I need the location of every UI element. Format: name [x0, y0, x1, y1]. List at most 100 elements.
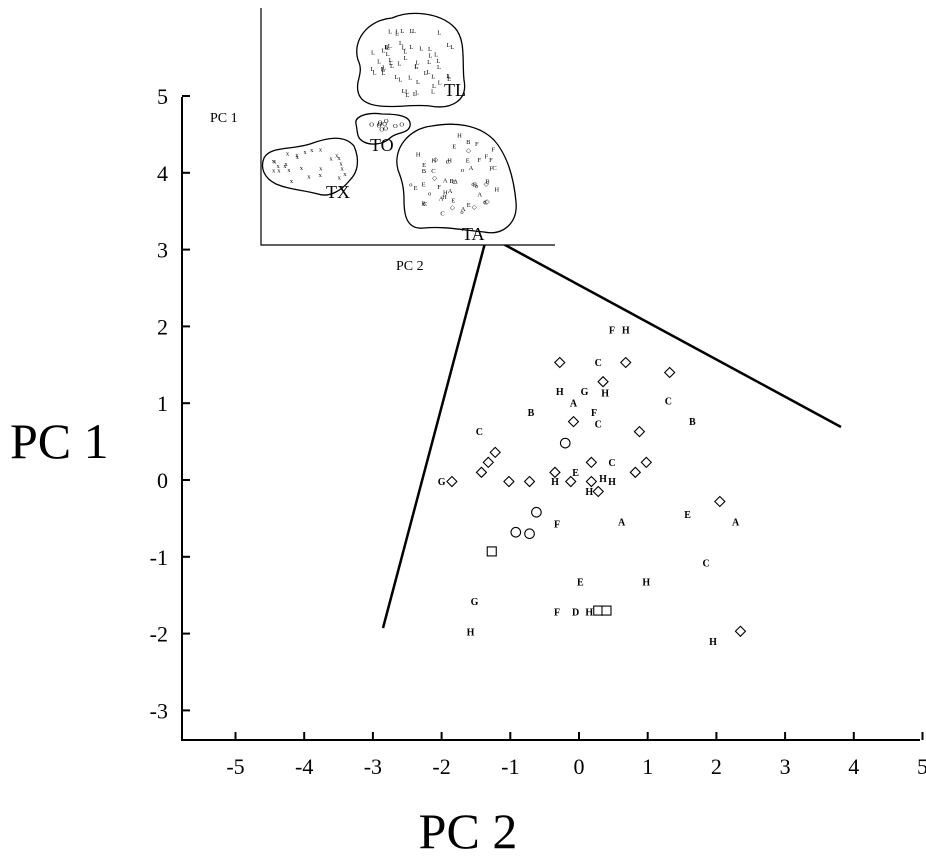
inset-glyph: x — [277, 168, 281, 175]
inset-glyph: L — [447, 42, 451, 49]
cluster-tx-outline — [261, 137, 359, 196]
data-point: B — [689, 417, 696, 428]
data-point — [531, 506, 542, 518]
y-axis-label: PC 1 — [10, 413, 109, 469]
inset-glyph: L — [438, 80, 442, 87]
y-tick-label: 5 — [157, 84, 168, 109]
inset-glyph: O — [377, 121, 382, 128]
data-point: H — [599, 474, 607, 485]
data-point: A — [618, 518, 626, 529]
data-point: D — [572, 608, 579, 619]
inset-glyph: o — [461, 167, 464, 174]
inset-glyph: x — [277, 163, 281, 170]
inset-glyph: C — [423, 201, 427, 208]
inset-glyph: A — [461, 206, 466, 213]
inset-glyph: L — [424, 70, 428, 77]
inset-glyph: L — [398, 76, 402, 83]
inset-glyph: L — [414, 63, 418, 70]
inset-glyph: E — [452, 144, 456, 151]
data-point — [567, 415, 580, 428]
data-point: H — [551, 477, 559, 488]
inset-glyph: L — [412, 28, 416, 35]
data-point — [592, 485, 605, 498]
inset-glyph: ◇ — [485, 199, 491, 206]
inset-glyph: A — [469, 165, 474, 172]
inset-glyph: x — [343, 171, 347, 178]
inset-glyph: L — [381, 67, 385, 74]
inset-glyph: x — [338, 175, 342, 182]
inset-x-label: PC 2 — [396, 259, 424, 274]
inset-glyph: x — [296, 154, 300, 161]
data-point — [585, 456, 598, 469]
inset-glyph: O — [384, 118, 389, 125]
zoom-line-left — [381, 242, 487, 629]
x-tick-label: -4 — [295, 754, 313, 779]
y-tick-label: 1 — [157, 391, 168, 416]
inset-y-label: PC 1 — [210, 111, 238, 126]
inset-glyph: L — [426, 69, 430, 76]
main-axes — [181, 97, 920, 741]
inset-glyph: A — [453, 179, 458, 186]
inset-glyph: L — [397, 60, 401, 67]
inset-glyph: F — [491, 146, 495, 153]
inset-glyph: x — [339, 161, 343, 168]
data-point — [619, 356, 632, 369]
inset-glyph: x — [307, 174, 311, 181]
data-point: H — [709, 637, 717, 648]
inset-glyph: L — [388, 29, 392, 36]
group-label-tl: TL — [444, 80, 466, 100]
data-point — [475, 466, 488, 479]
data-point — [593, 605, 604, 616]
inset-glyph: L — [388, 43, 392, 50]
x-tick-label: -2 — [432, 754, 450, 779]
data-point: E — [684, 510, 691, 521]
data-point — [524, 528, 535, 540]
inset-glyph: O — [382, 121, 387, 128]
inset-glyph: L — [428, 46, 432, 53]
inset-glyph: B — [449, 178, 454, 185]
cluster-to-outline — [355, 112, 411, 145]
data-point — [503, 475, 515, 488]
data-point: F — [554, 608, 560, 619]
inset-glyph: ◇ — [433, 156, 439, 163]
data-point — [564, 475, 577, 488]
y-tick-label: -2 — [150, 622, 168, 647]
data-point — [633, 425, 646, 438]
y-tick-label: -3 — [150, 698, 168, 723]
data-point: G — [471, 597, 479, 608]
data-point: A — [732, 518, 740, 529]
inset-glyph: F — [489, 157, 493, 164]
inset-glyph: L — [416, 60, 420, 67]
inset-glyph: L — [413, 91, 417, 98]
inset-glyph: L — [395, 31, 399, 38]
x-tick-label: 5 — [917, 754, 926, 779]
data-point — [585, 475, 598, 488]
inset-glyph: L — [447, 74, 451, 81]
x-tick-label: 0 — [574, 754, 585, 779]
inset-glyph: L — [386, 51, 390, 58]
inset-glyph: L — [399, 40, 403, 47]
inset-glyph: A — [477, 191, 482, 198]
inset-glyph: L — [402, 44, 406, 51]
inset-glyph: F — [485, 154, 489, 161]
inset-glyph: C — [446, 159, 450, 166]
inset-glyph: x — [273, 159, 277, 166]
data-point — [510, 526, 522, 538]
inset-glyph: ◇ — [432, 175, 438, 182]
data-point: C — [608, 458, 615, 469]
inset-glyph: L — [434, 51, 438, 58]
data-point — [597, 375, 609, 388]
inset-glyph: H — [416, 151, 421, 158]
inset-glyph: L — [437, 30, 441, 37]
inset-glyph: L — [400, 28, 404, 35]
inset-glyph: L — [450, 44, 454, 51]
inset-glyph: C — [440, 211, 444, 218]
inset-glyph: F — [489, 165, 493, 172]
cluster-tl-outline — [356, 12, 466, 108]
inset-glyph: o — [471, 181, 474, 188]
inset-glyph: L — [408, 74, 412, 81]
inset-glyph: L — [382, 70, 386, 77]
